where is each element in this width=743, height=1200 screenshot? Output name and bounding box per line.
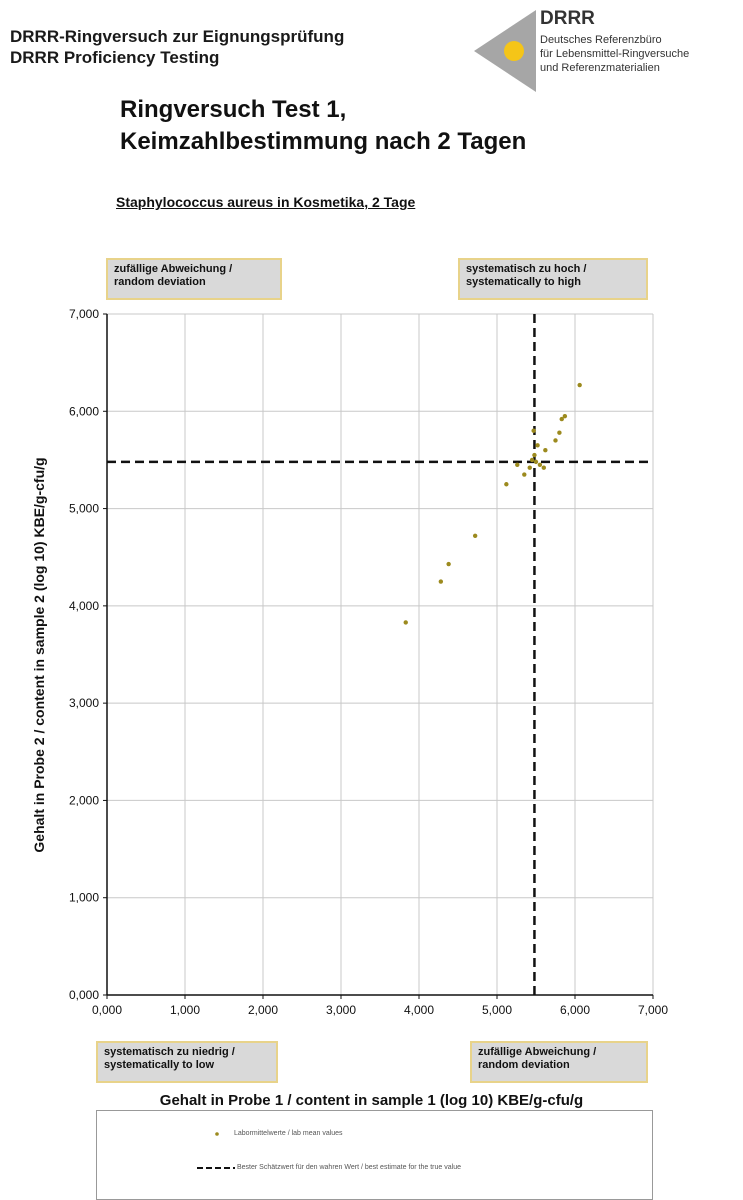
quadrant-label-top-right-en: systematically to high [466, 276, 581, 288]
x-tick-label: 6,000 [560, 1003, 590, 1017]
page-title-line-2: Keimzahlbestimmung nach 2 Tagen [120, 128, 527, 155]
x-tick-label: 3,000 [326, 1003, 356, 1017]
legend-point-marker [215, 1132, 219, 1136]
x-tick-label: 5,000 [482, 1003, 512, 1017]
logo-subtitle-2: für Lebensmittel-Ringversuche [540, 48, 690, 60]
data-point [535, 443, 540, 448]
quadrant-label-top-right: systematisch zu hoch / systematically to… [458, 258, 648, 300]
data-point [522, 472, 527, 477]
legend-entry-line: Bester Schätzwert für den wahren Wert / … [97, 1161, 652, 1175]
header-line-1: DRRR-Ringversuch zur Eignungsprüfung [10, 27, 345, 46]
quadrant-label-bottom-left-de: systematisch zu niedrig / [104, 1046, 235, 1058]
data-point [577, 382, 582, 388]
chart-grid [107, 313, 654, 995]
legend-dashed-line-marker [197, 1167, 235, 1169]
data-point [531, 428, 536, 433]
drrr-logo: DRRR Deutsches Referenzbüro für Lebensmi… [472, 6, 742, 96]
x-tick-labels: 0,000 1,000 2,000 3,000 4,000 5,000 6,000 7,000 [92, 995, 668, 1017]
best-estimate-lines [107, 314, 653, 995]
data-point [403, 620, 408, 625]
y-tick-label: 5,000 [69, 502, 99, 516]
data-point [557, 430, 562, 435]
legend-line-label: Bester Schätzwert für den wahren Wert / … [237, 1164, 461, 1171]
chart-axes [106, 314, 653, 996]
quadrant-label-bottom-right-en: random deviation [478, 1059, 570, 1071]
data-point [472, 533, 478, 539]
x-tick-label: 1,000 [170, 1003, 200, 1017]
data-point [527, 465, 532, 470]
quadrant-label-bottom-left-en: systematically to low [104, 1059, 215, 1071]
y-tick-label: 4,000 [69, 599, 99, 613]
y-tick-label: 6,000 [69, 404, 99, 418]
logo-subtitle-1: Deutsches Referenzbüro [540, 34, 662, 46]
data-point [543, 448, 548, 453]
quadrant-label-top-left-de: zufällige Abweichung / [114, 263, 233, 275]
data-point [541, 465, 546, 470]
legend-entry-points: Labormittelwerte / lab mean values [97, 1127, 652, 1141]
x-tick-label: 2,000 [248, 1003, 278, 1017]
drrr-logo-icon [474, 10, 536, 92]
quadrant-label-top-right-de: systematisch zu hoch / [466, 263, 587, 275]
data-point [515, 462, 520, 467]
data-point [533, 459, 539, 465]
quadrant-label-bottom-left: systematisch zu niedrig / systematically… [96, 1041, 278, 1083]
quadrant-label-top-left-en: random deviation [114, 276, 206, 288]
logo-name: DRRR [540, 8, 595, 29]
y-tick-label: 3,000 [69, 696, 99, 710]
data-point [562, 413, 568, 419]
y-tick-label: 2,000 [69, 793, 99, 807]
quadrant-label-top-left: zufällige Abweichung / random deviation [106, 258, 282, 300]
data-point [537, 462, 543, 467]
data-point [532, 452, 537, 458]
data-point [504, 482, 509, 487]
y-tick-label: 7,000 [69, 307, 99, 321]
page-title-line-1: Ringversuch Test 1, [120, 96, 347, 123]
data-point [446, 561, 451, 567]
header-line-2: DRRR Proficiency Testing [10, 48, 220, 67]
data-points [403, 382, 582, 625]
legend-points-label: Labormittelwerte / lab mean values [234, 1130, 343, 1137]
x-tick-label: 4,000 [404, 1003, 434, 1017]
y-tick-label: 0,000 [69, 988, 99, 1002]
quadrant-label-bottom-right: zufällige Abweichung / random deviation [470, 1041, 648, 1083]
chart-title: Staphylococcus aureus in Kosmetika, 2 Ta… [116, 194, 416, 210]
data-point [438, 579, 444, 584]
logo-subtitle-3: und Referenzmaterialien [540, 62, 660, 74]
data-point [559, 416, 564, 422]
x-tick-label: 7,000 [638, 1003, 668, 1017]
chart-legend: Labormittelwerte / lab mean values Beste… [96, 1110, 653, 1200]
quadrant-label-bottom-right-de: zufällige Abweichung / [478, 1046, 597, 1058]
x-axis-label: Gehalt in Probe 1 / content in sample 1 … [159, 1092, 584, 1109]
data-point [529, 457, 535, 463]
x-tick-label: 0,000 [92, 1003, 122, 1017]
y-tick-label: 1,000 [69, 891, 99, 905]
y-axis-label: Gehalt in Probe 2 / content in sample 2 … [31, 457, 47, 852]
data-point [553, 438, 558, 443]
y-tick-labels: 0,000 1,000 2,000 3,000 4,000 5,000 6,000 7,000 [69, 307, 107, 1002]
